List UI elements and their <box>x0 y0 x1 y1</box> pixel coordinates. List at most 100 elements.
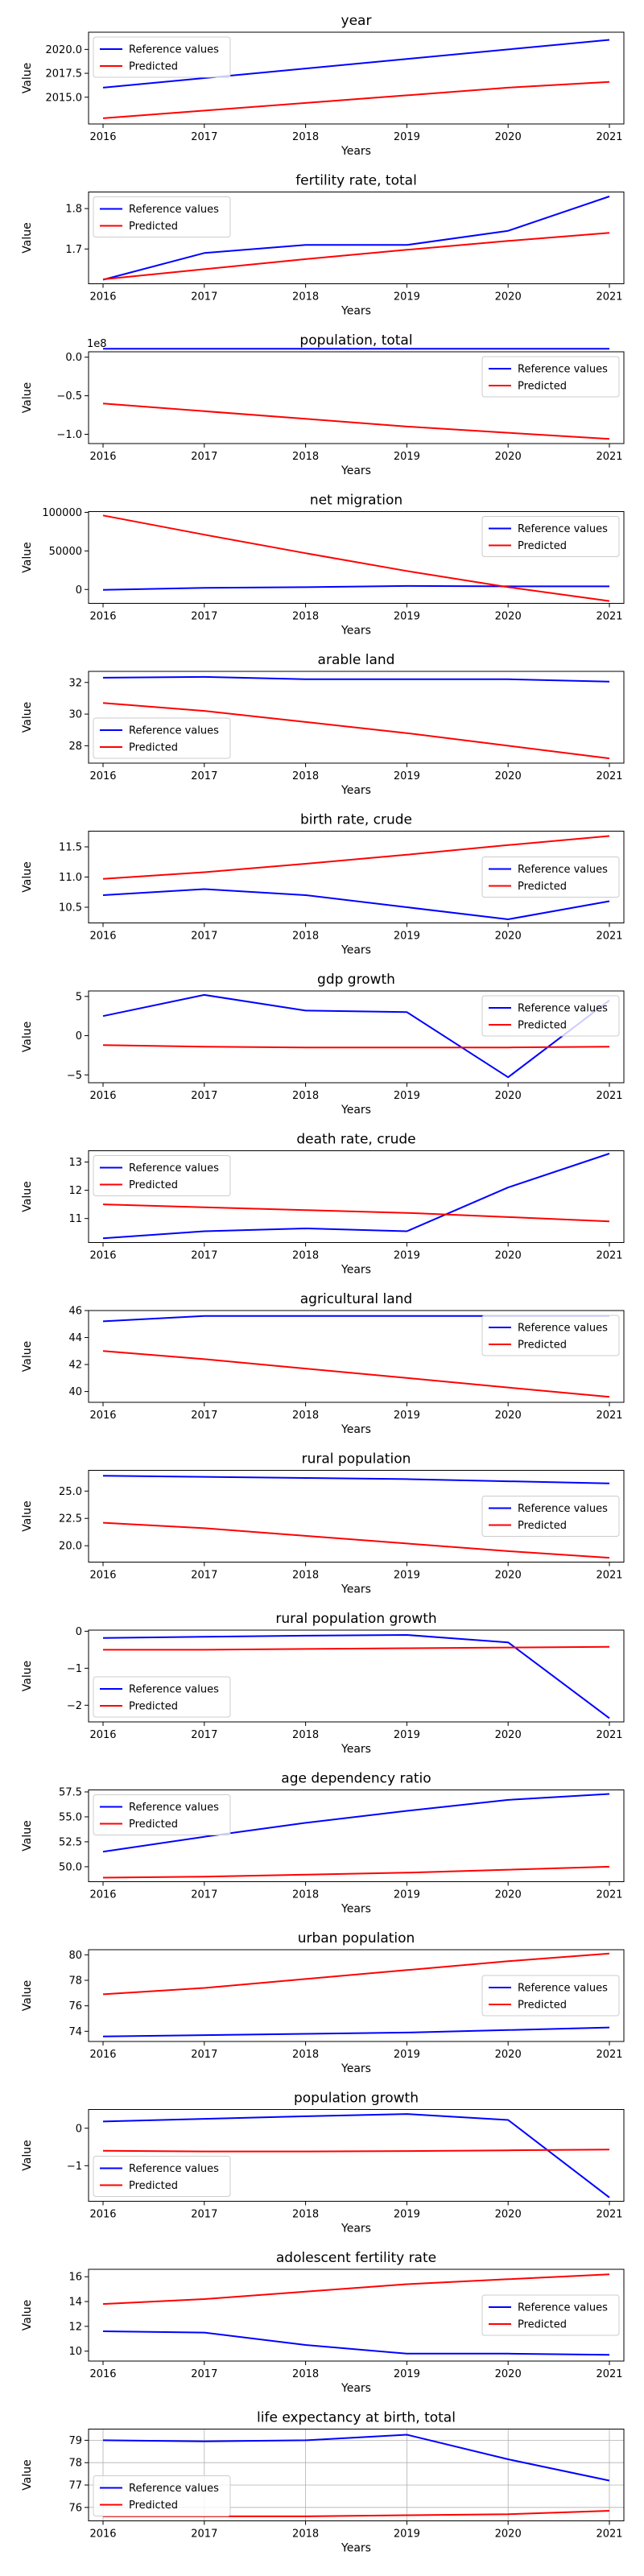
legend-label: Reference values <box>129 2483 219 2495</box>
x-tick-label: 2020 <box>495 2368 522 2380</box>
x-axis-label: Years <box>341 305 371 318</box>
plot-frame <box>88 671 625 764</box>
x-tick-label: 2018 <box>292 1250 319 1262</box>
y-axis-label: Value <box>21 1181 34 1212</box>
y-tick-label: 50000 <box>49 546 82 558</box>
plot-frame <box>88 1790 625 1882</box>
y-tick-label: 1.8 <box>65 204 82 216</box>
plot-frame <box>88 1629 625 1723</box>
series-line-reference <box>102 2113 610 2198</box>
series-line-reference <box>102 39 610 89</box>
x-tick-label: 2020 <box>495 2529 522 2541</box>
x-tick-label: 2016 <box>89 770 116 782</box>
x-tick-label: 2018 <box>292 291 319 303</box>
y-tick-label: 10.5 <box>59 902 82 914</box>
plot-frame <box>88 31 625 125</box>
y-axis-label: Value <box>21 382 34 413</box>
legend-label: Predicted <box>129 742 178 754</box>
x-tick-label: 2021 <box>596 2368 622 2380</box>
chart-title: death rate, crude <box>296 1132 415 1148</box>
x-tick-label: 2019 <box>394 770 420 782</box>
x-tick-label: 2016 <box>89 1090 116 1102</box>
legend-box <box>481 857 620 898</box>
series-line-predicted <box>102 1521 610 1559</box>
chart-title: year <box>341 13 372 29</box>
x-tick-label: 2019 <box>394 131 420 143</box>
legend: Reference values Predicted <box>481 2294 620 2336</box>
legend-label: Predicted <box>129 2500 178 2512</box>
x-tick-label: 2017 <box>191 2368 217 2380</box>
legend: Reference values Predicted <box>481 995 620 1037</box>
x-tick-label: 2021 <box>596 611 622 623</box>
series-line-reference <box>102 584 609 591</box>
legend: Reference values Predicted <box>481 356 620 398</box>
x-axis-label: Years <box>341 2062 371 2075</box>
x-tick-label: 2016 <box>89 451 116 463</box>
plot-frame <box>88 351 625 444</box>
x-tick-label: 2020 <box>495 1889 522 1901</box>
x-axis-label: Years <box>341 2382 371 2395</box>
x-tick-label: 2021 <box>596 451 622 463</box>
x-tick-label: 2020 <box>495 451 522 463</box>
legend-label: Reference values <box>129 1684 219 1696</box>
y-tick-label: 77 <box>68 2480 82 2492</box>
y-tick-label: 30 <box>68 709 82 721</box>
series-line-reference <box>102 1634 610 1719</box>
y-tick-label: 74 <box>68 2026 82 2038</box>
chart-title: arable land <box>318 652 395 668</box>
legend-box <box>93 1794 231 1835</box>
x-tick-label: 2018 <box>292 770 319 782</box>
subplot-9: agricultural land 2016 2017 2018 2019 2020 202… <box>21 1291 625 1436</box>
subplot-13: urban population 2016 2017 2018 2019 2020 2021… <box>21 1930 625 2075</box>
plot-frame <box>88 192 625 284</box>
y-axis-label: Value <box>21 861 34 892</box>
subplot-3: population, total 2016 2017 2018 2019 2020 202… <box>21 332 625 477</box>
plot-frame <box>88 1949 625 2042</box>
legend-box <box>481 1975 620 2017</box>
legend-label: Reference values <box>129 725 219 737</box>
y-axis-label: Value <box>21 2459 34 2490</box>
legend-label: Predicted <box>129 61 178 73</box>
x-tick-label: 2019 <box>394 1250 420 1262</box>
y-tick-label: 10 <box>68 2346 82 2358</box>
x-axis-label: Years <box>341 464 371 477</box>
x-tick-label: 2018 <box>292 451 319 463</box>
x-tick-label: 2021 <box>596 2049 622 2061</box>
x-tick-label: 2019 <box>394 1410 420 1422</box>
legend-label: Predicted <box>129 1701 178 1713</box>
x-tick-label: 2020 <box>495 1410 522 1422</box>
y-tick-label: 32 <box>68 677 82 689</box>
y-axis-label: Value <box>21 1820 34 1851</box>
x-tick-label: 2016 <box>89 611 116 623</box>
y-tick-label: −1.0 <box>56 429 82 441</box>
subplot-6: birth rate, crude 2016 2017 2018 2019 2020 202… <box>21 812 625 957</box>
y-tick-label: 40 <box>68 1386 82 1398</box>
y-axis-label: Value <box>21 2300 34 2330</box>
legend-label: Predicted <box>129 2180 178 2192</box>
x-tick-label: 2018 <box>292 1570 319 1582</box>
series-line-predicted <box>102 232 610 280</box>
legend-label: Predicted <box>518 1520 567 1532</box>
x-tick-label: 2021 <box>596 1729 622 1741</box>
legend-label: Predicted <box>518 881 567 893</box>
legend-label: Reference values <box>518 1323 608 1335</box>
x-tick-label: 2020 <box>495 611 522 623</box>
series-line-predicted <box>102 80 610 119</box>
x-tick-label: 2018 <box>292 1090 319 1102</box>
x-axis-label: Years <box>341 1104 371 1117</box>
y-tick-label: −2 <box>67 1700 82 1712</box>
x-tick-label: 2016 <box>89 131 116 143</box>
x-tick-label: 2021 <box>596 131 622 143</box>
x-tick-label: 2018 <box>292 2529 319 2541</box>
x-tick-label: 2021 <box>596 1250 622 1262</box>
x-tick-label: 2020 <box>495 2209 522 2221</box>
y-tick-label: 11.5 <box>59 842 82 854</box>
plot-frame <box>88 2429 625 2521</box>
subplot-2: fertility rate, total 2016 2017 2018 2019 202… <box>21 173 625 318</box>
x-axis-label: Years <box>341 1743 371 1756</box>
x-tick-label: 2016 <box>89 1410 116 1422</box>
x-tick-label: 2016 <box>89 291 116 303</box>
legend: Reference values Predicted <box>93 2156 231 2197</box>
x-tick-label: 2016 <box>89 1889 116 1901</box>
